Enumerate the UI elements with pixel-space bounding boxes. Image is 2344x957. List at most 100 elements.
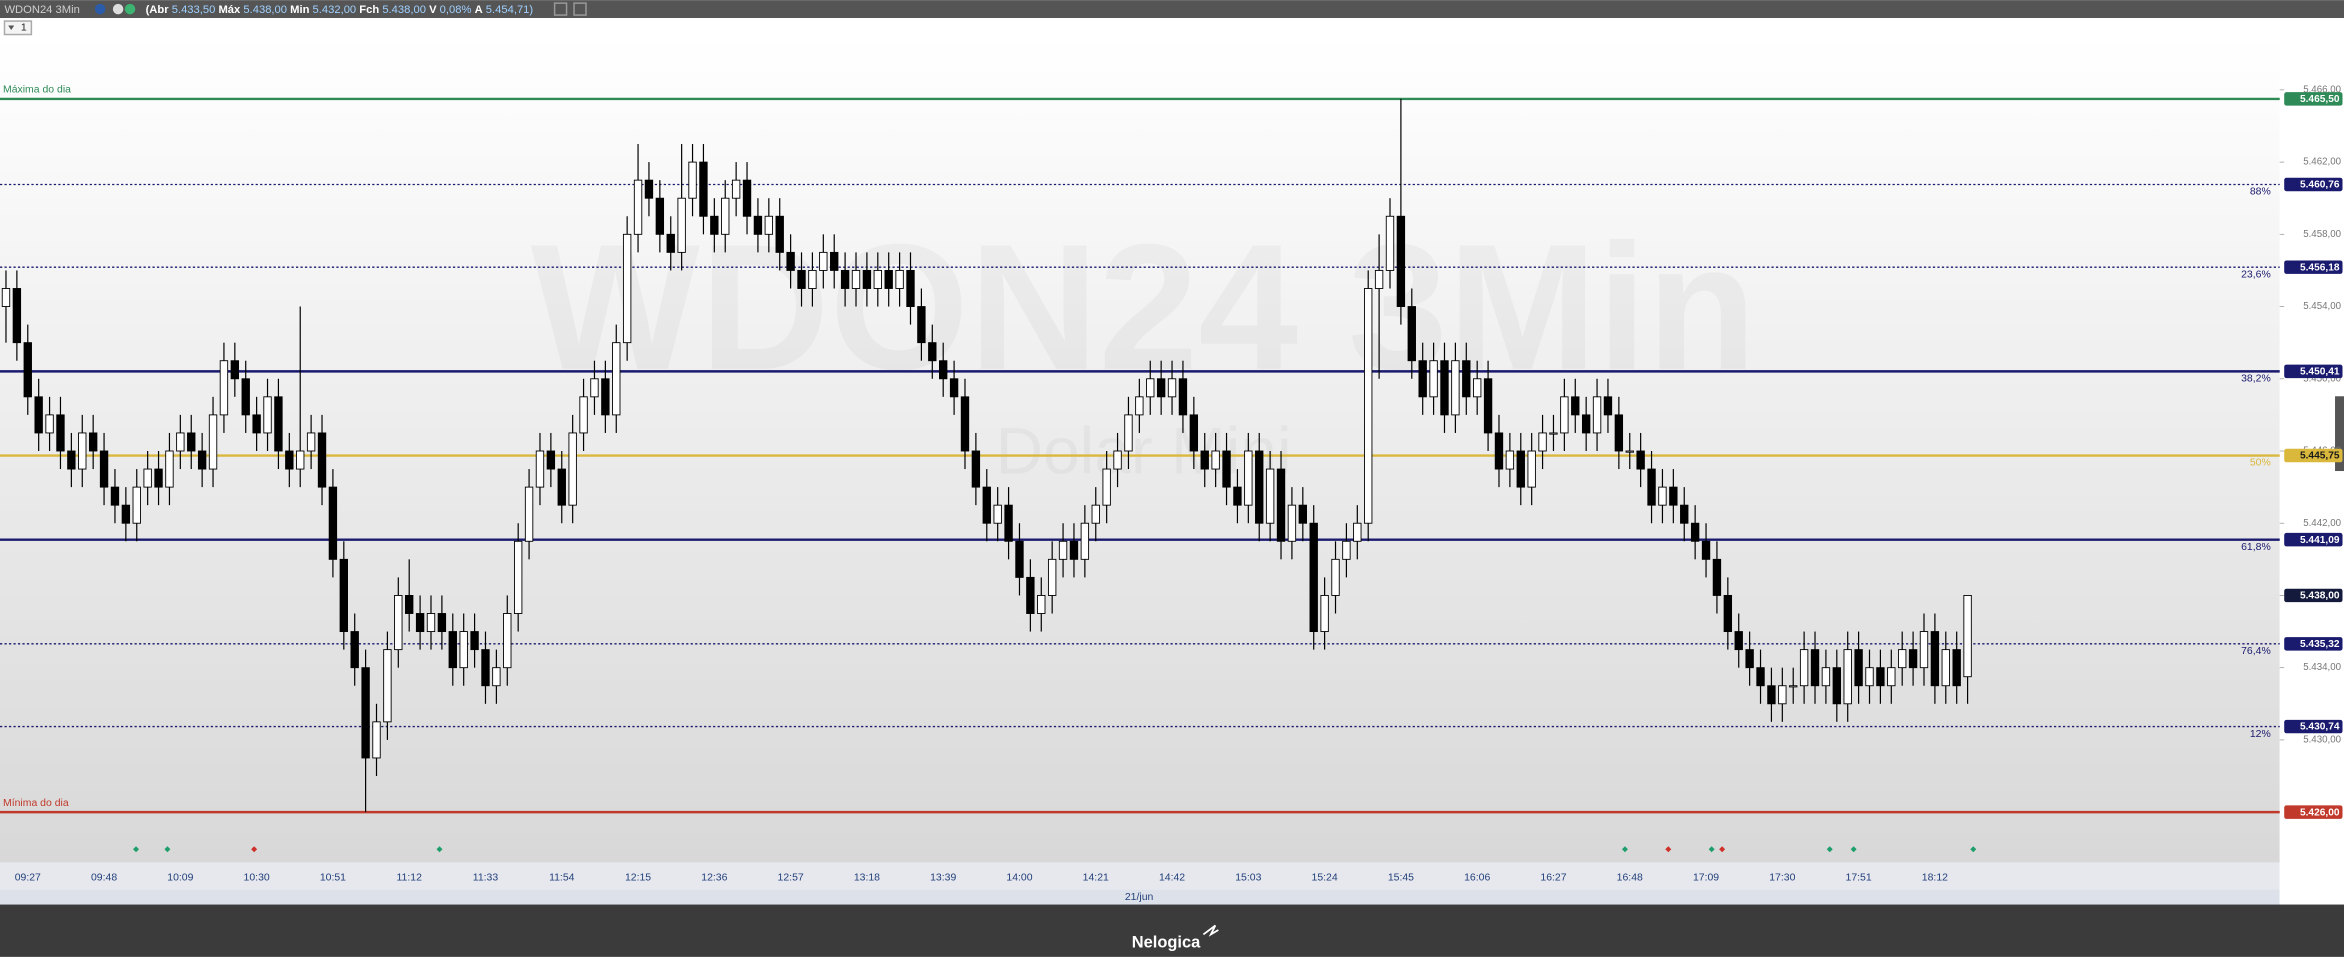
candle-body bbox=[143, 468, 152, 488]
candle-body bbox=[808, 269, 817, 289]
candle-body bbox=[1364, 288, 1373, 524]
candle-body bbox=[448, 631, 457, 669]
level-name: 38,2% bbox=[2241, 374, 2271, 385]
candle-body bbox=[622, 233, 632, 344]
candles bbox=[1, 98, 1972, 813]
x-tick-label: 14:42 bbox=[1159, 872, 1185, 883]
candle-body bbox=[1571, 396, 1580, 416]
x-tick-label: 14:21 bbox=[1083, 872, 1109, 883]
candle-body bbox=[405, 595, 414, 614]
candle-body bbox=[1047, 558, 1057, 596]
candle-body bbox=[1734, 631, 1743, 651]
level-value-box bbox=[2284, 719, 2343, 734]
x-tick-label: 16:27 bbox=[1540, 872, 1566, 883]
level-value-label: 5.430,74 bbox=[2300, 722, 2340, 733]
y-tick-label: 5.466,00 bbox=[2303, 84, 2341, 95]
icon[interactable] bbox=[124, 3, 136, 15]
candle-body bbox=[1625, 450, 1634, 453]
button[interactable] bbox=[553, 2, 568, 16]
x-tick-label: 11:12 bbox=[397, 872, 423, 883]
candle-body bbox=[263, 396, 272, 434]
candle-body bbox=[328, 486, 338, 560]
button[interactable] bbox=[573, 2, 587, 16]
y-tick-label: 5.454,00 bbox=[2303, 301, 2341, 312]
x-tick-label: 17:51 bbox=[1846, 872, 1872, 883]
candle-body bbox=[590, 378, 599, 398]
candle-body bbox=[1102, 468, 1111, 506]
candle-body bbox=[1680, 504, 1689, 524]
level-name: Máxima do dia bbox=[3, 85, 71, 96]
candle-body bbox=[1276, 468, 1286, 542]
x-tick-label: 12:57 bbox=[778, 872, 804, 883]
level-name: 76,4% bbox=[2241, 646, 2271, 657]
candle-body bbox=[1069, 540, 1079, 560]
candle-body bbox=[197, 450, 207, 470]
level-value-label: 5.435,32 bbox=[2300, 639, 2340, 650]
candle-body bbox=[1592, 396, 1602, 434]
candle-body bbox=[524, 486, 534, 542]
candle-body bbox=[1854, 649, 1863, 687]
candle-body bbox=[1647, 468, 1656, 506]
candle-body bbox=[1265, 468, 1275, 524]
candle-body bbox=[960, 396, 970, 452]
candle-body bbox=[1669, 486, 1678, 506]
candle-body bbox=[1287, 504, 1297, 542]
candle-body bbox=[1298, 504, 1308, 524]
y-tick-label: 5.430,00 bbox=[2303, 734, 2341, 745]
close-label: Fch bbox=[359, 4, 379, 16]
candle-body bbox=[296, 450, 305, 470]
candle-body bbox=[1472, 378, 1482, 398]
candle-body bbox=[67, 450, 76, 470]
candle-body bbox=[1701, 540, 1711, 560]
interval-button[interactable] bbox=[3, 20, 33, 36]
candle-body bbox=[1451, 360, 1460, 416]
candle-body bbox=[1898, 649, 1907, 669]
candle-body bbox=[1712, 558, 1722, 596]
y-tick-label: 5.450,00 bbox=[2303, 373, 2341, 384]
candle-body bbox=[492, 667, 501, 687]
candle-body bbox=[677, 197, 686, 253]
open-label: (Abr bbox=[146, 4, 170, 16]
candle-body bbox=[819, 251, 828, 271]
x-tick-label: 11:54 bbox=[549, 872, 575, 883]
candle-body bbox=[241, 378, 250, 416]
candle-body bbox=[710, 215, 719, 235]
y-tick-label: 5.434,00 bbox=[2303, 662, 2341, 673]
candle-body bbox=[1930, 631, 1940, 687]
candle-body bbox=[1908, 649, 1918, 669]
candle-body bbox=[1222, 450, 1231, 488]
candle-body bbox=[579, 396, 588, 434]
icon[interactable] bbox=[94, 3, 106, 15]
candle-body bbox=[906, 269, 915, 307]
candle-body bbox=[851, 269, 861, 289]
candle-body bbox=[1374, 269, 1384, 289]
icon[interactable] bbox=[112, 3, 124, 15]
candle-body bbox=[339, 558, 348, 633]
candle-body bbox=[644, 179, 654, 199]
candle-body bbox=[840, 269, 850, 289]
x-tick-label: 16:06 bbox=[1464, 872, 1490, 883]
candle-body bbox=[1462, 360, 1471, 398]
candle-body bbox=[1026, 576, 1035, 614]
level-value-box bbox=[2284, 532, 2343, 547]
high-label: Máx bbox=[218, 4, 241, 16]
candle-body bbox=[1156, 378, 1166, 398]
footer-bar bbox=[0, 904, 2344, 957]
candle-body bbox=[1603, 396, 1613, 416]
axes: 5.430,005.434,005.438,005.442,005.446,00… bbox=[15, 84, 2343, 883]
candle-body bbox=[78, 432, 87, 470]
side-panel-tab[interactable] bbox=[2335, 396, 2344, 472]
level-value-box bbox=[2284, 177, 2343, 192]
candle-body bbox=[23, 342, 32, 398]
candle-body bbox=[1080, 522, 1090, 560]
candle-body bbox=[1440, 360, 1449, 416]
level-value-box bbox=[2284, 364, 2343, 379]
candle-body bbox=[187, 432, 196, 452]
candle-body bbox=[110, 486, 120, 506]
candle-body bbox=[1614, 414, 1624, 452]
candle-body bbox=[45, 414, 54, 434]
candle-body bbox=[1745, 649, 1754, 669]
candle-body bbox=[383, 649, 392, 723]
